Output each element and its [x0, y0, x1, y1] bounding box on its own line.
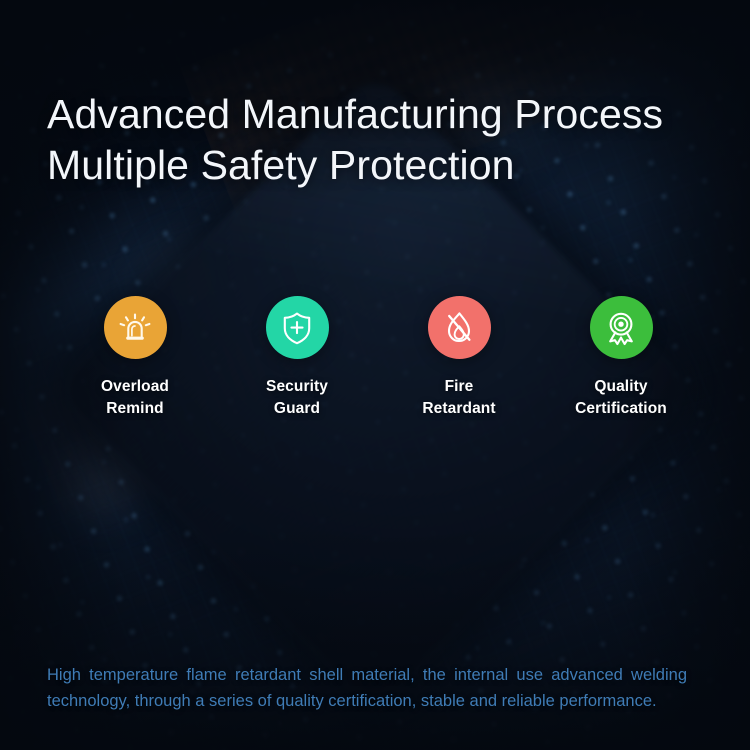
description-text: High temperature flame retardant shell m…	[47, 665, 687, 710]
page-title: Advanced Manufacturing Process Multiple …	[47, 89, 663, 191]
feature-item-overload-remind: Overload Remind	[60, 296, 210, 420]
feature-label-line-1: Quality	[594, 378, 648, 395]
siren-alarm-icon	[116, 309, 154, 347]
feature-label-overload: Overload Remind	[101, 376, 169, 420]
feature-item-quality-certification: Quality Certification	[546, 296, 696, 420]
feature-label-line-2: Certification	[575, 400, 667, 417]
feature-item-security-guard: Security Guard	[222, 296, 372, 420]
feature-label-security: Security Guard	[266, 376, 328, 420]
feature-label-line-1: Security	[266, 378, 328, 395]
no-fire-icon	[440, 309, 478, 347]
feature-label-line-1: Overload	[101, 378, 169, 395]
feature-icon-badge-security	[265, 296, 329, 359]
feature-icon-badge-overload	[103, 296, 167, 359]
feature-label-line-2: Guard	[273, 400, 321, 417]
feature-item-fire-retardant: Fire Retardant	[384, 296, 534, 420]
feature-label-line-2: Remind	[106, 400, 164, 417]
feature-list: Overload Remind Security	[60, 296, 696, 420]
award-ribbon-icon	[602, 309, 640, 347]
feature-label-fire: Fire Retardant	[422, 376, 495, 420]
feature-label-line-2: Retardant	[422, 400, 496, 417]
page-title-line-1: Advanced Manufacturing Process	[47, 91, 664, 138]
feature-icon-badge-quality	[589, 296, 653, 359]
page-title-line-2: Multiple Safety Protection	[47, 142, 515, 189]
feature-label-line-1: Fire	[444, 378, 474, 395]
feature-icon-badge-fire	[427, 296, 491, 359]
feature-label-quality: Quality Certification	[575, 376, 667, 420]
shield-plus-icon	[278, 309, 316, 347]
